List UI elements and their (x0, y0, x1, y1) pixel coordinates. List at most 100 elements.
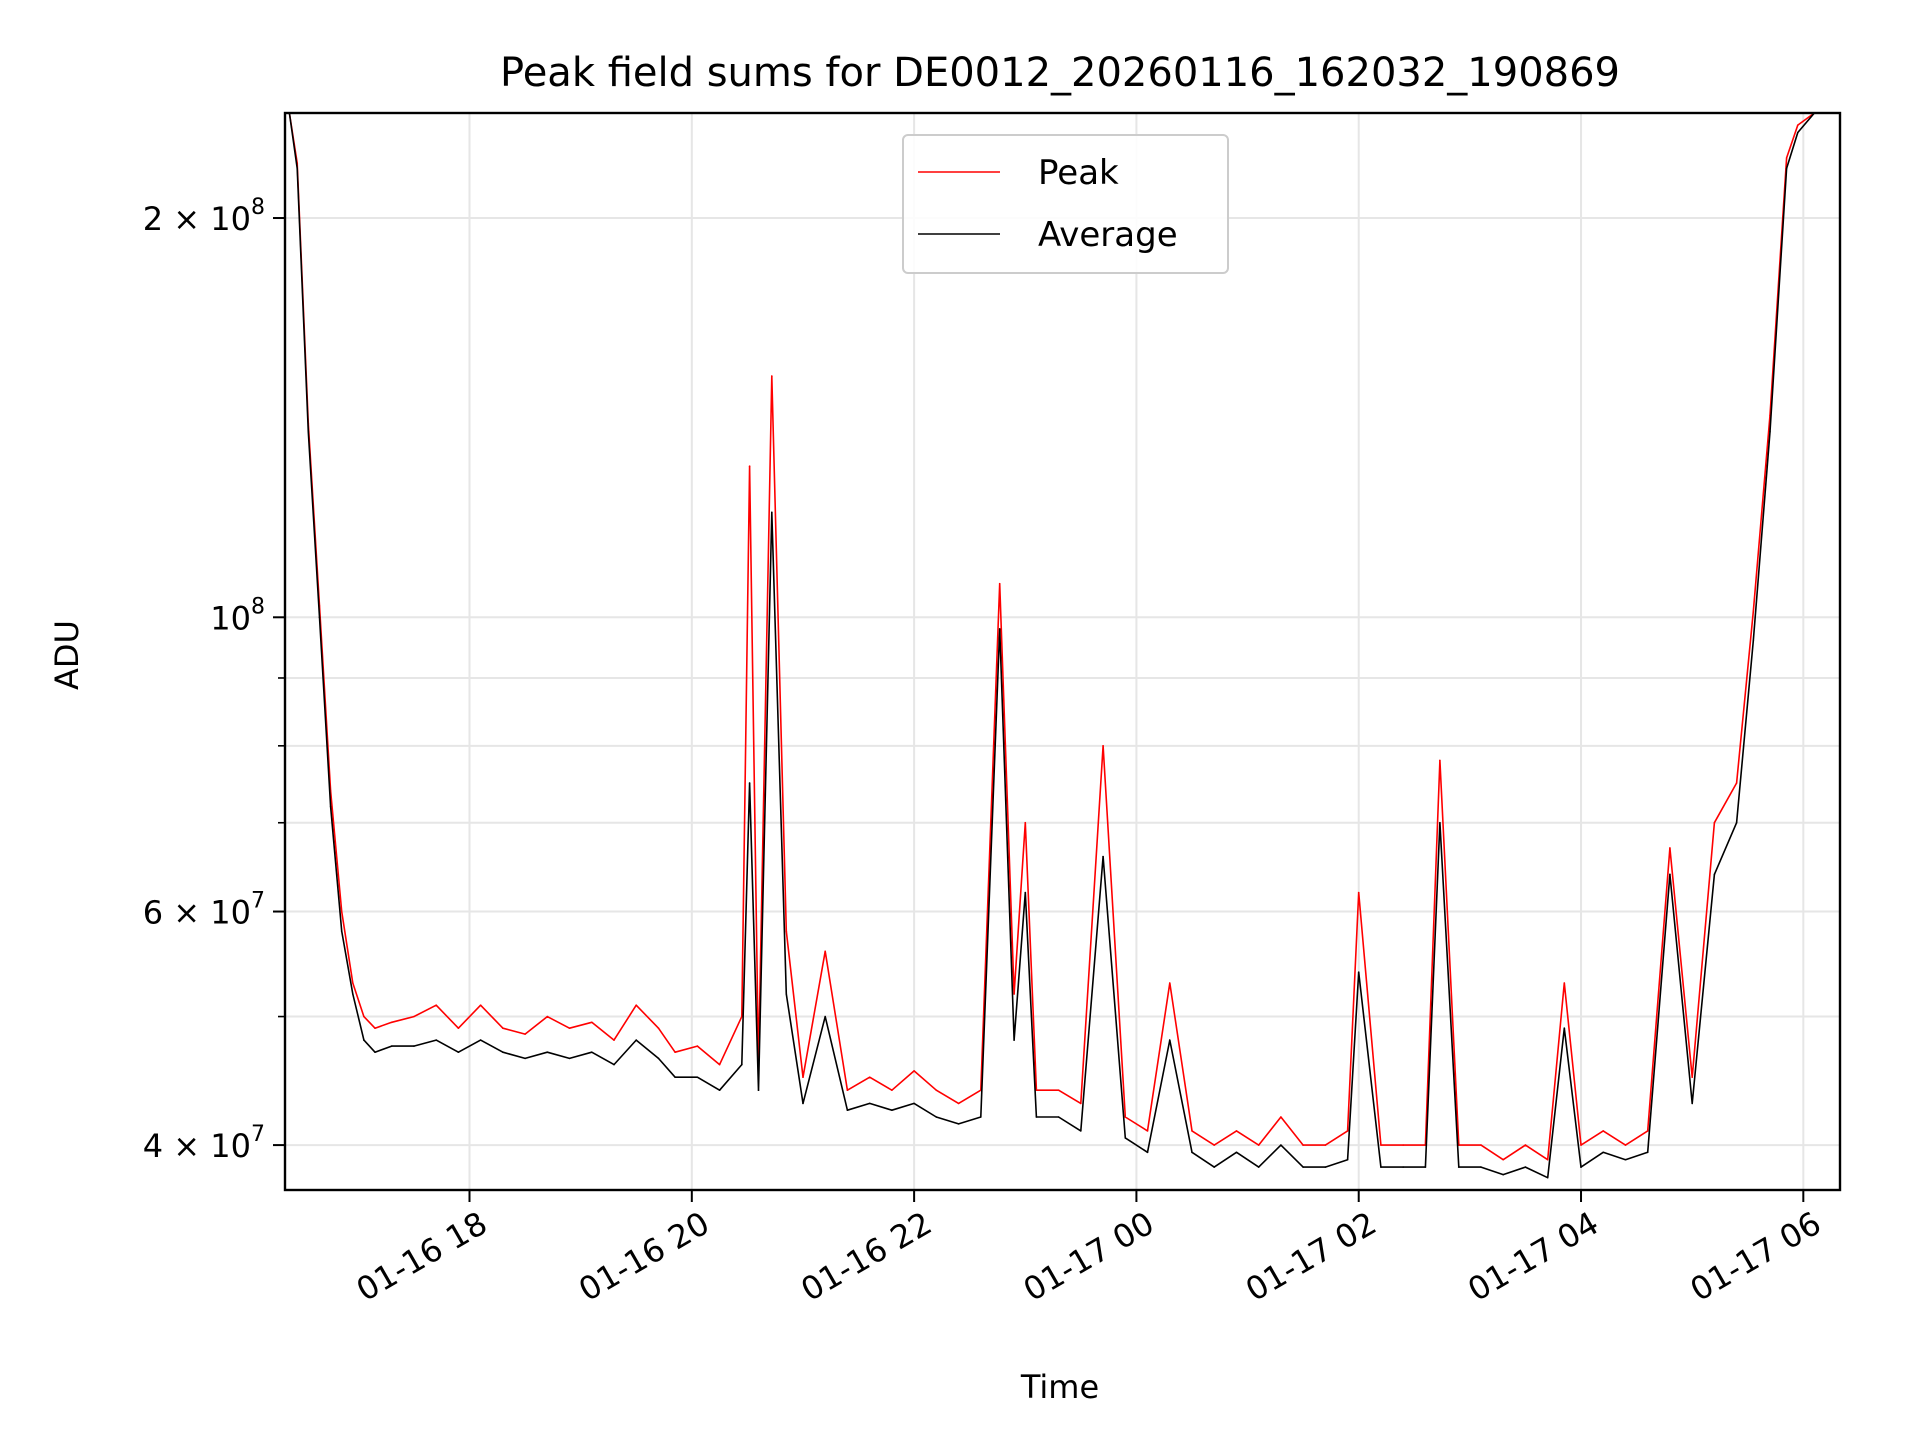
data-point (935, 1089, 938, 1091)
data-point (935, 1116, 938, 1118)
data-point (390, 1045, 393, 1047)
data-point (1752, 640, 1755, 642)
data-point (1669, 873, 1671, 876)
data-point (1124, 1137, 1127, 1139)
data-point (1302, 1144, 1304, 1146)
data-point (1602, 1151, 1605, 1154)
data-point (846, 1089, 849, 1091)
data-point (718, 1089, 721, 1091)
data-point (741, 1063, 743, 1066)
data-point (785, 930, 788, 932)
y-tick-mantissa: 2 × 10 (143, 200, 251, 238)
legend-box (902, 134, 1229, 274)
plot-frame (283, 111, 1842, 1192)
y-tick-exponent: 7 (251, 1122, 265, 1147)
data-point (340, 930, 343, 932)
data-point (435, 1039, 437, 1041)
data-point (457, 1051, 460, 1053)
data-point (1102, 855, 1104, 858)
data-point (868, 1102, 871, 1105)
data-point (1324, 1166, 1327, 1168)
data-point (590, 1021, 593, 1024)
data-point (1080, 1130, 1082, 1132)
data-point (1013, 993, 1015, 995)
data-point (329, 805, 332, 808)
data-point (1735, 782, 1738, 784)
data-point (1257, 1144, 1260, 1146)
data-point (718, 1063, 721, 1066)
data-point (1524, 1166, 1527, 1168)
data-point (413, 1015, 415, 1018)
data-point (696, 1045, 699, 1047)
data-point (590, 1051, 593, 1053)
data-point (824, 950, 826, 953)
data-point (1280, 1144, 1282, 1146)
y-tick-label: 108 (210, 594, 265, 637)
data-point (1324, 1144, 1327, 1146)
y-tick-label: 2 × 108 (143, 195, 265, 238)
data-point (1785, 157, 1788, 159)
data-point (546, 1015, 549, 1018)
data-point (657, 1027, 660, 1029)
data-point (1691, 1076, 1693, 1079)
data-point (635, 1039, 638, 1041)
data-point (771, 375, 773, 377)
data-point (1769, 430, 1771, 433)
data-point (568, 1057, 571, 1060)
data-point (1235, 1151, 1238, 1154)
data-point (1346, 1158, 1349, 1161)
data-point (1713, 821, 1716, 824)
data-point (696, 1076, 699, 1079)
data-point (1691, 1102, 1693, 1105)
data-point (1024, 821, 1027, 824)
x-tick-label: 01-17 06 (1684, 1204, 1828, 1309)
y-tick-exponent: 7 (251, 889, 265, 914)
x-tick-label: 01-17 00 (1017, 1204, 1161, 1309)
data-point (1357, 971, 1360, 974)
data-point (1213, 1166, 1216, 1168)
y-tick-exponent: 8 (251, 195, 265, 220)
data-point (1102, 745, 1104, 747)
data-point (340, 910, 343, 913)
data-point (1602, 1130, 1605, 1132)
data-point (913, 1102, 915, 1105)
data-point (771, 511, 773, 514)
data-point (1346, 1130, 1349, 1132)
data-point (748, 465, 751, 467)
axis-ticks: 01-16 18 01-16 20 01-16 22 01-17 00 01-17 02… (143, 195, 1828, 1309)
data-point (1563, 1027, 1566, 1029)
data-point (1713, 873, 1716, 876)
data-point (1480, 1166, 1482, 1168)
grid (285, 113, 1840, 1190)
series-average (288, 113, 1838, 1179)
data-point (1057, 1116, 1060, 1118)
data-point (318, 616, 321, 619)
data-point (1752, 610, 1755, 613)
data-point (1357, 891, 1360, 894)
data-point (1035, 1089, 1038, 1091)
data-point (352, 993, 354, 995)
data-point (1057, 1089, 1060, 1091)
data-point (980, 1116, 982, 1118)
data-point (1546, 1176, 1549, 1179)
data-point (1168, 1039, 1171, 1041)
data-point (891, 1109, 893, 1111)
data-point (1024, 891, 1027, 894)
data-point (802, 1076, 804, 1079)
series-peak (288, 113, 1838, 1161)
x-tick-label: 01-17 04 (1461, 1204, 1605, 1309)
data-point (546, 1051, 549, 1053)
data-point (1424, 1166, 1427, 1168)
data-point (390, 1021, 393, 1024)
data-point (1380, 1144, 1382, 1146)
data-point (1402, 1144, 1404, 1146)
y-axis-label: ADU (48, 620, 86, 690)
x-tick-label: 01-17 02 (1239, 1204, 1383, 1309)
data-point (307, 430, 310, 433)
data-point (1580, 1166, 1582, 1168)
data-point (741, 1015, 743, 1018)
data-point (374, 1051, 376, 1053)
data-point (1646, 1130, 1649, 1132)
data-point (435, 1004, 437, 1006)
